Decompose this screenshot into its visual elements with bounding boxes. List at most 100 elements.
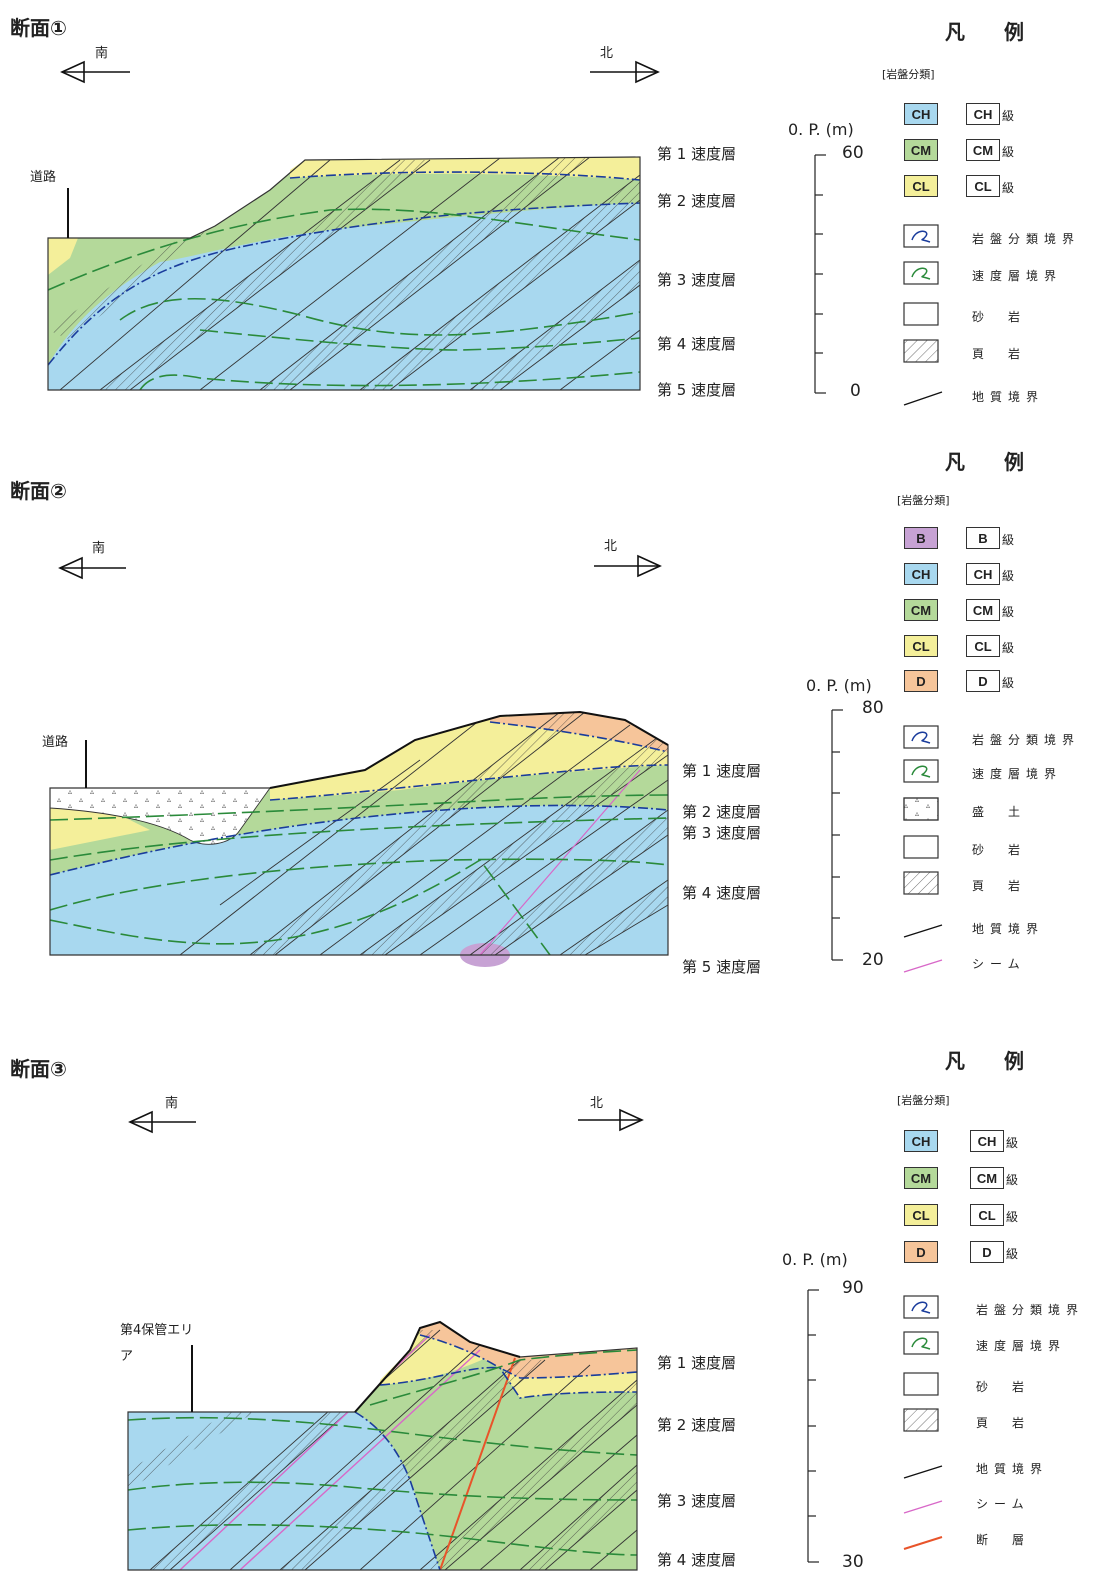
section3-legend-velocity-boundary: 速度層境界 [976,1339,1067,1353]
section2-class-ch-suffix: 級 [1002,569,1015,583]
section3-legend-category: [岩盤分類] [897,1094,950,1107]
section2-title: 断面② [10,479,67,503]
section2-swatch-cl: CL [904,635,938,657]
section3-title: 断面③ [10,1057,67,1081]
section3-layer-3: 第 3 速度層 [657,1492,737,1510]
section1-scale-top: 60 [842,143,864,163]
section2-layer-2: 第 2 速度層 [682,803,762,821]
section2-legend-fill: 盛 土 [972,805,1027,819]
section1-swatch-cl-code: CL [912,178,930,194]
section2-legend-header: 凡 例 [945,450,1040,474]
section1-swatch-ch: CH [904,103,938,125]
section2-layer-1: 第 1 速度層 [682,762,762,780]
section1-legend-geologic-boundary: 地質境界 [972,390,1045,404]
section3-legend-header: 凡 例 [945,1049,1040,1073]
section1-north-label: 北 [600,46,614,61]
section3-class-d-suffix: 級 [1006,1247,1019,1261]
direction-arrows [58,60,662,1134]
section2-geology [49,710,669,967]
section3-op-label: 0. P. (m) [782,1250,848,1269]
section1-layer-1: 第 1 速度層 [657,145,737,163]
section3-scale-top: 90 [842,1278,864,1298]
section2-swatch-d-code: D [916,673,926,689]
section1-south-label: 南 [95,46,109,61]
section2-class-b-box: B [966,527,1000,549]
section3-legend-fault: 断 層 [976,1533,1031,1547]
section3-north-label: 北 [590,1096,604,1111]
section3-legend-shale: 頁 岩 [976,1416,1031,1430]
section3-legend-sandstone: 砂 岩 [976,1380,1031,1394]
section3-storage-area-label: 第4保管エリア [120,1323,194,1364]
section3-class-cm-box: CM [970,1167,1004,1189]
section2-scale-top: 80 [862,698,884,718]
section2-scale-bottom: 20 [862,950,884,970]
section3-swatch-cm: CM [904,1167,938,1189]
section2-legend-geologic-boundary: 地質境界 [972,922,1045,936]
section1-class-ch-box: CH [966,103,1000,125]
section1-legend-sandstone: 砂 岩 [972,310,1027,324]
section2-swatch-cl-code: CL [912,638,930,654]
section3-legend-rock-boundary: 岩盤分類境界 [976,1303,1085,1317]
section2-swatch-b: B [904,527,938,549]
section3-class-ch-box: CH [970,1130,1004,1152]
section2-legend-rock-boundary: 岩盤分類境界 [972,733,1081,747]
section3-legend-geologic-boundary: 地質境界 [976,1462,1049,1476]
section1-legend-shale: 頁 岩 [972,347,1027,361]
section3-swatch-cm-code: CM [910,1170,932,1186]
section1-swatch-ch-code: CH [911,106,931,122]
section1-class-ch-suffix: 級 [1002,109,1015,123]
section2-north-label: 北 [604,539,618,554]
section3-south-label: 南 [165,1096,179,1111]
section2-class-ch-box: CH [966,563,1000,585]
section1-road-label: 道路 [30,170,57,185]
section1-class-cl-box: CL [966,175,1000,197]
section1-class-cl-suffix: 級 [1002,181,1015,195]
section3-swatch-cl: CL [904,1204,938,1226]
section3-legend-seam: シーム [976,1497,1030,1511]
section2-legend-velocity-boundary: 速度層境界 [972,767,1063,781]
section1-scale-bottom: 0 [850,381,861,401]
section3-layer-1: 第 1 速度層 [657,1354,737,1372]
section3-geology [127,1320,638,1571]
section2-class-cl-suffix: 級 [1002,641,1015,655]
section1-legend-rock-boundary: 岩盤分類境界 [972,232,1081,246]
section2-class-b-code: B [978,530,988,546]
section2-op-label: 0. P. (m) [806,676,872,695]
section3-cl-zone [380,1322,500,1385]
section1-layer-3: 第 3 速度層 [657,271,737,289]
section2-swatch-cm: CM [904,599,938,621]
section3-layer-2: 第 2 速度層 [657,1416,737,1434]
section1-layer-4: 第 4 速度層 [657,335,737,353]
section2-class-cm-suffix: 級 [1002,605,1015,619]
legend-icons [903,224,943,1550]
section3-swatch-ch-code: CH [911,1133,931,1149]
section1-legend-category: [岩盤分類] [882,68,935,81]
section3-layer-4: 第 4 速度層 [657,1551,737,1569]
section1-class-cm-suffix: 級 [1002,145,1015,159]
section2-class-cm-code: CM [972,602,994,618]
section3-class-cl-suffix: 級 [1006,1210,1019,1224]
section3-class-cl-box: CL [970,1204,1004,1226]
section1-cl-south [48,238,78,275]
section3-swatch-d: D [904,1241,938,1263]
section1-legend-velocity-boundary: 速度層境界 [972,269,1063,283]
section1-op-label: 0. P. (m) [788,120,854,139]
section3-class-ch-code: CH [977,1133,997,1149]
section3-swatch-ch: CH [904,1130,938,1152]
section3-class-ch-suffix: 級 [1006,1136,1019,1150]
section2-class-b-suffix: 級 [1002,533,1015,547]
section2-legend-seam: シーム [972,957,1026,971]
section2-class-d-code: D [978,673,988,689]
section2-legend-sandstone: 砂 岩 [972,843,1027,857]
section2-road-label: 道路 [42,735,69,750]
section1-layer-5: 第 5 速度層 [657,381,737,399]
section2-layer-4: 第 4 速度層 [682,884,762,902]
section2-cl-zone [270,712,668,800]
section2-legend-category: [岩盤分類] [897,494,950,507]
section1-class-cm-code: CM [972,142,994,158]
elevation-scales [807,154,843,1563]
section1-swatch-cl: CL [904,175,938,197]
section1-layer-2: 第 2 速度層 [657,192,737,210]
section2-swatch-b-code: B [916,530,926,546]
